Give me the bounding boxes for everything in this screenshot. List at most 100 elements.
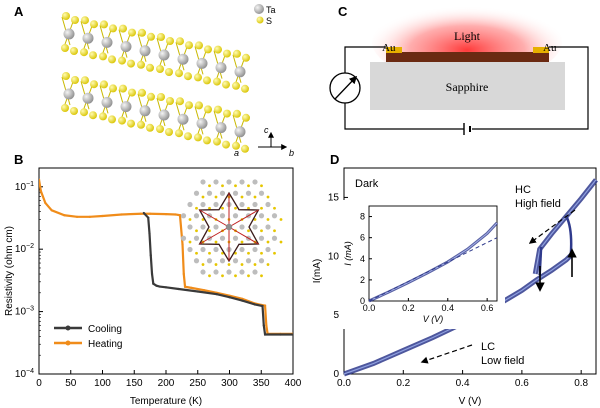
tantalum-atom (120, 101, 132, 113)
tantalum-atom (63, 28, 75, 40)
sulfur-atom (204, 105, 212, 114)
tantalum-atom (215, 122, 227, 134)
ta-site (213, 269, 219, 275)
ta-site (226, 179, 232, 185)
sulfur-atom (127, 59, 135, 68)
sulfur-atom (70, 107, 78, 115)
ta-site (206, 258, 213, 264)
sulfur-atom (156, 65, 164, 73)
ta-site (252, 201, 258, 208)
y-tick-label: 0 (333, 369, 339, 380)
s-site (221, 206, 224, 210)
sulfur-atom (156, 125, 164, 133)
ta-site (239, 269, 245, 275)
series-hc (534, 179, 597, 275)
s-site (234, 274, 237, 278)
sulfur-atom (62, 72, 70, 80)
ta-site (252, 224, 258, 230)
s-site (247, 229, 250, 233)
data-point (149, 254, 152, 257)
x-tick-label: 300 (221, 378, 238, 389)
tantalum-atom (177, 113, 189, 125)
tantalum-atom (139, 105, 151, 117)
tantalum-atom (177, 53, 189, 65)
inset-series-linear (368, 237, 498, 302)
sulfur-atom (108, 115, 116, 124)
data-point (279, 333, 282, 336)
sulfur-atom (242, 113, 250, 122)
data-point (44, 201, 47, 205)
s-site (208, 229, 211, 233)
ta-site (232, 190, 239, 196)
ta-site (258, 213, 265, 219)
sulfur-atom (62, 12, 70, 20)
data-point (164, 213, 168, 216)
axis-c-label: c (264, 125, 269, 135)
ta-legend-icon (254, 4, 264, 14)
sulfur-atom (71, 76, 79, 84)
sulfur-atom (222, 140, 230, 149)
sulfur-atom (203, 76, 211, 85)
s-site (279, 240, 283, 244)
s-site (260, 206, 263, 210)
sulfur-atom (194, 73, 202, 82)
circuit-wire-right (472, 46, 589, 130)
y-tick-label: 10−4 (15, 368, 34, 380)
tantalum-atom (196, 117, 208, 129)
ta-site (193, 213, 200, 219)
s-site (260, 274, 263, 278)
ta-site (180, 213, 187, 219)
y-tick-label: 10−2 (15, 243, 34, 255)
sulfur-atom (214, 105, 222, 114)
legend: Cooling Heating (54, 324, 122, 350)
data-point (196, 290, 199, 293)
tantalum-atom (120, 41, 132, 53)
panel-d: D 0.0 0.2 0.4 0.6 0.8 0 5 10 15 V (V) I(mA) Dark H… (312, 152, 598, 407)
s-site (221, 184, 224, 188)
ta-site (219, 258, 226, 264)
sulfur-atom (165, 128, 173, 136)
data-point (63, 214, 66, 217)
ta-site (265, 201, 271, 208)
inset-y-tick-label: 2 (360, 275, 365, 285)
dark-label: Dark (355, 178, 379, 190)
sulfur-atom (185, 101, 193, 110)
x-tick-label: 0.6 (515, 378, 529, 389)
ta-site (187, 246, 193, 253)
star-bond (199, 209, 230, 228)
data-point (265, 324, 268, 327)
inset-x-tick-label: 0.4 (442, 303, 455, 313)
data-point (164, 286, 168, 289)
sulfur-atom (176, 37, 184, 46)
y-axis-label: Resistivity (ohm cm) (4, 226, 15, 316)
s-site (273, 251, 276, 255)
s-site (214, 263, 218, 266)
au-electrode-right (533, 47, 549, 53)
sulfur-atom (128, 88, 136, 97)
s-site (214, 195, 218, 199)
ta-site (252, 246, 258, 253)
sulfur-atom (176, 97, 184, 106)
x-tick-label: 0.4 (456, 378, 470, 389)
sulfur-atom (90, 80, 98, 89)
sulfur-atom (109, 84, 117, 93)
ta-site (265, 246, 271, 253)
s-site (201, 263, 205, 266)
ta-site (193, 258, 200, 264)
legend-marker (65, 340, 71, 346)
sulfur-atom (138, 28, 146, 37)
s-site (221, 251, 224, 255)
sulfur-atom (184, 132, 192, 141)
s-site (260, 184, 263, 188)
s-site (240, 195, 244, 199)
sulfur-atom (146, 63, 154, 72)
x-tick-label: 0 (36, 378, 42, 389)
sulfur-atom (118, 116, 126, 125)
data-point (120, 213, 123, 216)
data-point (263, 304, 267, 307)
sulfur-atom (90, 20, 98, 29)
data-point (261, 304, 264, 308)
ta-legend-label: Ta (266, 5, 276, 15)
sulfur-atom (89, 111, 97, 120)
inset-x-tick-label: 0.0 (363, 303, 376, 313)
